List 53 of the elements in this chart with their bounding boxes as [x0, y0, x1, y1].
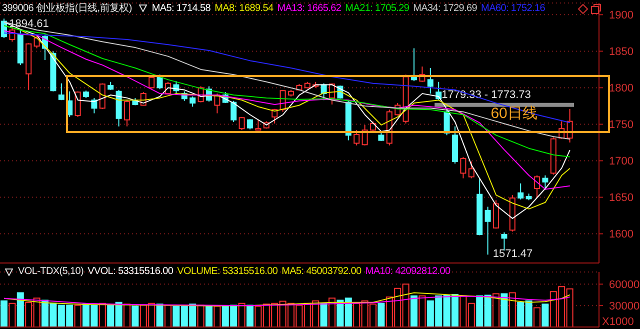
bar: [320, 302, 328, 327]
candlestick: [484, 206, 491, 256]
text: MA5: 45003792.00: [282, 266, 362, 277]
candlestick: [190, 96, 196, 108]
text: MA13: 1665.62: [277, 2, 342, 14]
series-label: MA10: 42092812.00: [365, 266, 450, 277]
annotation: VOLUME: 53315516.00: [177, 266, 278, 277]
candlestick: [91, 97, 98, 114]
candlestick: [518, 182, 524, 200]
candlestick: [230, 100, 237, 123]
candlestick: [427, 68, 434, 94]
annotation: 1894.61: [9, 18, 49, 30]
candlestick: [272, 108, 278, 124]
candlestick: [124, 100, 130, 127]
bar: [542, 304, 549, 327]
candlestick: [58, 82, 64, 101]
bar: [500, 293, 508, 327]
candlestick: [370, 120, 376, 132]
text: MA21: 1705.29: [345, 2, 410, 14]
candlestick: [255, 119, 262, 131]
y-tick-label: 1900: [609, 10, 634, 22]
y-tick-label: 1800: [609, 82, 634, 95]
y-tick-label: 30000: [609, 300, 640, 312]
bar: [410, 295, 418, 327]
text: MA8: 1689.54: [214, 2, 274, 14]
annotation: 1571.47: [492, 248, 533, 260]
bar: [156, 304, 164, 327]
text: MA34: 1729.69: [413, 2, 478, 14]
candlestick: [238, 116, 245, 131]
chart-title: VOL-TDX(5,10): [18, 266, 84, 277]
bar: [246, 304, 254, 327]
line-series: [4, 296, 570, 306]
bar: [0, 300, 8, 327]
text: MA5: 1714.58: [152, 2, 211, 14]
candlestick: [468, 160, 474, 179]
bar: [132, 306, 139, 327]
bar: [378, 302, 385, 327]
candlestick: [354, 130, 360, 146]
text: MA60: 1752.16: [481, 2, 545, 14]
y-tick-label: 1700: [609, 156, 634, 168]
candlestick: [460, 156, 466, 179]
y-axis-title: X1000: [602, 316, 634, 328]
bar: [206, 306, 212, 327]
y-tick-label: 1600: [609, 228, 634, 241]
y-tick-label: 1850: [609, 46, 634, 58]
chart-title: 399006 创业板指(日线,前复权): [2, 3, 132, 14]
y-tick-label: 60000: [609, 279, 640, 292]
y-tick-label: 1750: [609, 119, 634, 132]
annotation: VVOL: 53315516.00: [88, 266, 174, 277]
y-tick-label: 1650: [609, 192, 634, 204]
candlestick: [247, 118, 253, 130]
bar: [16, 292, 24, 327]
candlestick: [542, 174, 548, 190]
